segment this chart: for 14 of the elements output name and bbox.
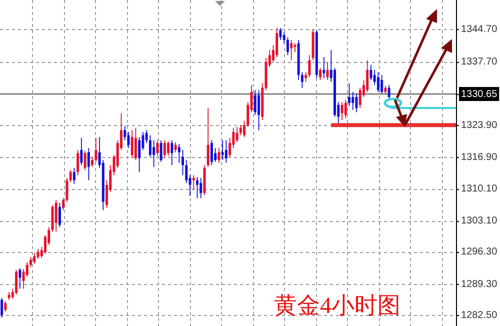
y-tick-label: 1282.50 <box>461 310 498 322</box>
y-tick-label: 1323.90 <box>461 120 498 131</box>
candlestick <box>294 43 296 52</box>
y-tick-label: 1303.10 <box>461 215 498 226</box>
y-tick-label: 1289.30 <box>461 278 498 290</box>
y-tick-label: 1330.65 <box>461 88 498 100</box>
y-tick-label: 1344.70 <box>461 24 498 36</box>
y-tick-label: 1337.70 <box>461 56 498 68</box>
candlestick <box>322 57 326 78</box>
y-tick-label: 1316.90 <box>461 152 498 163</box>
y-tick-label: 1296.30 <box>461 246 498 258</box>
annotation: 黄金4小时图 <box>274 292 400 320</box>
candlestick <box>221 140 224 160</box>
y-tick-label: 1310.10 <box>461 183 498 194</box>
